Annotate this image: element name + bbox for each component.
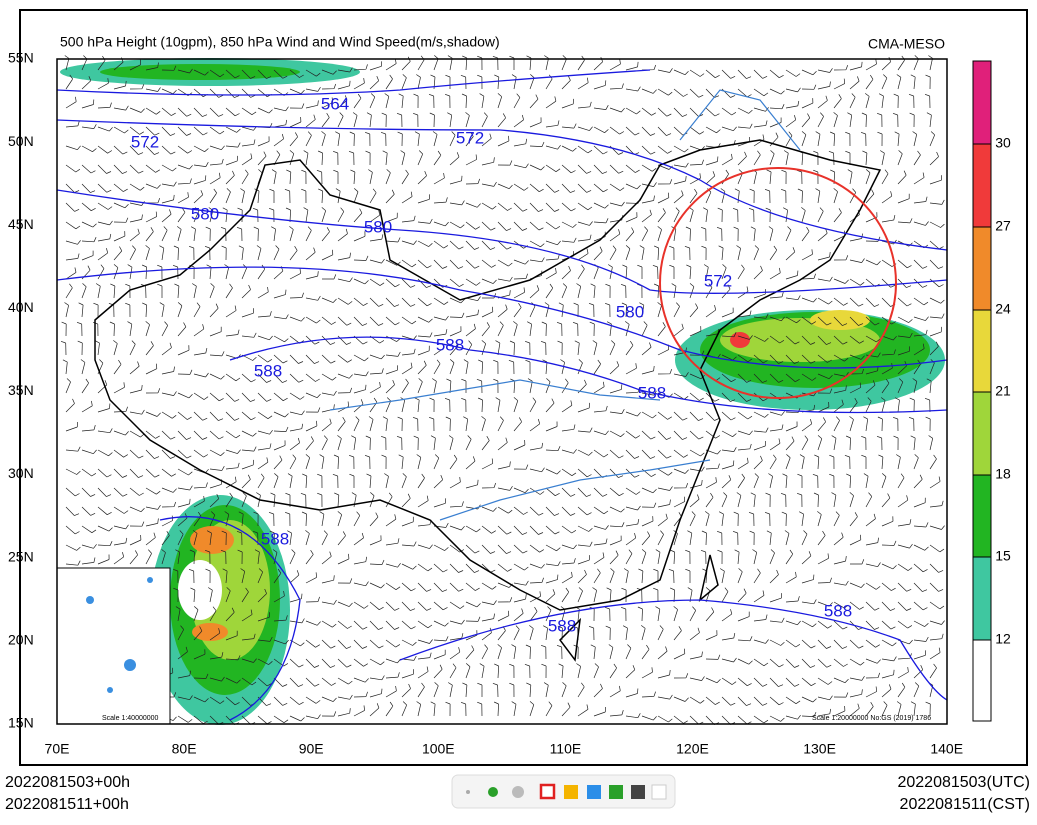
colorbar-segment [973, 310, 991, 392]
lon-label: 100E [422, 741, 455, 757]
color-red[interactable] [539, 783, 556, 800]
lon-label: 130E [803, 741, 836, 757]
lon-label: 120E [676, 741, 709, 757]
colorbar-segment [973, 61, 991, 144]
contour-label: 588 [824, 601, 852, 620]
colorbar-segment [973, 557, 991, 640]
dot-green[interactable] [488, 787, 498, 797]
lat-label: 20N [8, 631, 34, 647]
lat-label: 55N [8, 50, 34, 66]
contour-label: 588 [548, 616, 576, 635]
map-scale: Scale 1:20000000 No:GS (2019) 1786 [812, 715, 931, 722]
lat-label: 50N [8, 133, 34, 149]
colorbar-label: 15 [995, 548, 1011, 564]
contour-label: 588 [254, 361, 282, 380]
colorbar-label: 30 [995, 135, 1011, 151]
colorbar-segment [973, 475, 991, 557]
wind-speed-shading [60, 55, 945, 725]
contour-label: 580 [364, 217, 392, 236]
color-dark[interactable] [631, 785, 645, 799]
contour-label: 564 [321, 94, 349, 113]
colorbar-label: 12 [995, 631, 1011, 647]
map-title: 500 hPa Height (10gpm), 850 hPa Wind and… [60, 34, 500, 50]
colorbar-frame [972, 60, 992, 722]
dot-gray[interactable] [512, 786, 524, 798]
lon-label: 90E [299, 741, 324, 757]
time-right: 2022081503(UTC) [897, 774, 1030, 791]
inset-scale: Scale 1:40000000 [102, 715, 159, 722]
toolbar-buttons [466, 783, 667, 800]
colorbar-label: 18 [995, 466, 1011, 482]
source-label: CMA-MESO [868, 36, 945, 52]
lon-label: 140E [930, 741, 963, 757]
lat-label: 25N [8, 548, 34, 564]
lat-label: 45N [8, 216, 34, 232]
lat-label: 15N [8, 715, 34, 731]
lat-label: 35N [8, 382, 34, 398]
contour-label: 588 [638, 383, 666, 402]
color-white[interactable] [651, 784, 667, 800]
map-frame [56, 58, 948, 725]
contour-label: 572 [704, 271, 732, 290]
contour-label: 588 [436, 335, 464, 354]
colorbar-segment [973, 392, 991, 475]
colorbar-segment [973, 640, 991, 721]
inset-map [56, 567, 171, 725]
color-green[interactable] [609, 785, 623, 799]
lon-label: 80E [172, 741, 197, 757]
colorbar-label: 24 [995, 301, 1011, 317]
time-left: 2022081503+00h [5, 774, 130, 791]
lon-label: 110E [550, 741, 582, 757]
contour-label: 580 [191, 204, 219, 223]
lon-label: 70E [45, 741, 70, 757]
colorbar: 12 15 18 21 24 27 30 [972, 60, 1011, 722]
height-contours [56, 69, 948, 721]
contour-label: 572 [131, 132, 159, 151]
contour-label: 580 [616, 302, 644, 321]
color-yellow[interactable] [564, 785, 578, 799]
time-right: 2022081511(CST) [900, 796, 1030, 813]
colorbar-label: 21 [995, 383, 1011, 399]
borders [94, 139, 882, 662]
color-blue[interactable] [587, 785, 601, 799]
lat-label: 40N [8, 299, 34, 315]
dot-small[interactable] [466, 790, 470, 794]
highlight-circle [659, 167, 897, 399]
time-left: 2022081511+00h [5, 796, 129, 813]
lat-label: 30N [8, 465, 34, 481]
rivers [329, 89, 801, 521]
inset-islands [86, 577, 153, 693]
contour-label: 572 [456, 128, 484, 147]
contour-label: 588 [261, 529, 289, 548]
colorbar-label: 27 [995, 218, 1011, 234]
toolbar [451, 774, 676, 809]
colorbar-segment [973, 227, 991, 310]
colorbar-segment [973, 144, 991, 227]
